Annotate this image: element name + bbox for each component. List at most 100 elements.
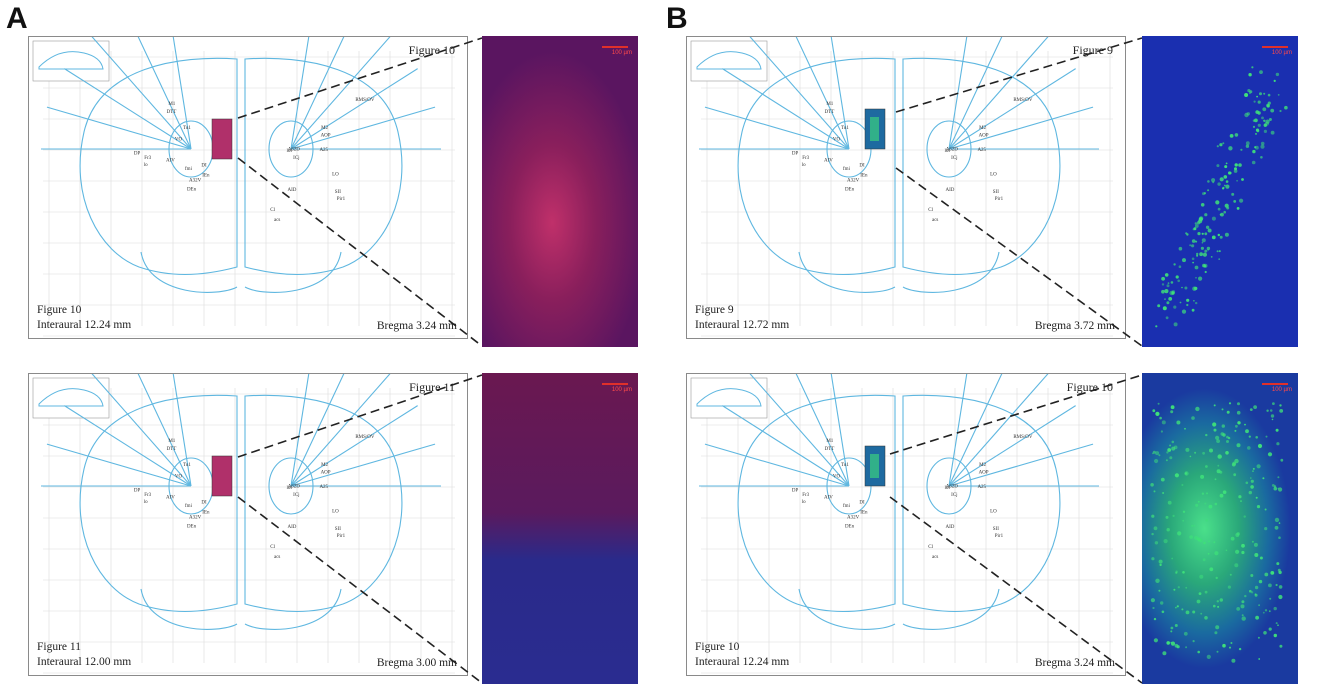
labeled-cell [1201,232,1204,235]
labeled-cell [1263,119,1266,123]
sagittal-outline [38,388,104,407]
labeled-cell [1191,416,1195,420]
labeled-cell [1258,604,1260,607]
labeled-cell [1160,477,1165,482]
labeled-cell [1177,586,1180,589]
labeled-cell [1171,290,1176,294]
labeled-cell [1251,540,1254,543]
labeled-cell [1222,187,1225,190]
labeled-cell [1170,641,1173,644]
labeled-cell [1275,72,1280,77]
labeled-cell [1204,249,1208,253]
atlas-plate-b-top: M1 M2 Fr3 SII fmi A32D A32V Cl DI AID AIV LO VO A25 DP… [686,36,1126,339]
labeled-cell [1263,129,1267,133]
labeled-cell [1175,275,1179,279]
region-label: A25 [977,148,986,153]
labeled-cell [1151,514,1155,518]
labeled-cell [1217,464,1220,467]
labeled-cell [1158,559,1163,564]
labeled-cell [1279,409,1284,413]
labeled-cell [1236,443,1241,448]
labeled-cell [1261,116,1264,120]
labeled-cell [1265,119,1270,124]
region-label: M2 [321,463,328,468]
labeled-cell [1206,246,1211,251]
region-label: DI [859,500,865,505]
region-label: SII [335,190,341,195]
labeled-cell [1275,622,1278,625]
labeled-cell [1211,216,1216,221]
labeled-cell [1276,442,1280,446]
labeled-cell [1154,458,1159,464]
coronal-section-outline: M1 M2 Fr3 SII fmi A32D A32V Cl DI AID AIV LO VO A25 DP… [690,37,1113,337]
labeled-cell [1217,207,1221,211]
labeled-cell [1182,519,1185,522]
region-label: Fr3 [144,493,151,498]
labeled-cell [1257,636,1260,639]
region-label: VO [175,137,183,142]
labeled-cell [1243,515,1246,518]
labeled-cell [1264,508,1267,511]
scale-bar [602,383,628,385]
labeled-cell [1221,424,1225,428]
section-inset-image [211,118,233,160]
labeled-cell [1222,142,1225,145]
labeled-cell [1225,451,1229,455]
region-label: DEn [187,524,197,529]
region-label: fmi [185,504,193,509]
bregma-label: Bregma 3.24 mm [1034,657,1115,669]
region-label: Pir1 [995,534,1004,539]
labeled-cell [1161,289,1165,294]
labeled-cell [1236,410,1241,415]
labeled-cell [1216,439,1220,443]
labeled-cell [1157,304,1161,308]
region-label: AIV [824,495,833,500]
labeled-cell [1166,451,1169,454]
labeled-cell [1270,414,1275,418]
labeled-cell [1268,627,1272,631]
labeled-cell [1155,451,1160,456]
labeled-cell [1175,571,1178,574]
micrograph-a-bottom: 100 µm [482,373,638,684]
labeled-cell [1150,598,1155,603]
region-label: AOP [321,134,331,139]
caption-interaural: Interaural 12.24 mm [37,318,132,331]
sagittal-inset [32,377,110,419]
labeled-cell [1196,252,1199,256]
labeled-cell [1278,594,1283,600]
region-label: Pir1 [337,197,346,202]
region-label: lo [802,163,806,168]
labeled-cell [1213,541,1216,544]
labeled-cell [1270,571,1275,575]
labeled-cell [1193,535,1199,540]
labeled-cell [1185,447,1190,452]
scale-bar-label: 100 µm [1271,50,1292,56]
labeled-cell [1275,583,1278,587]
labeled-cell [1174,624,1178,627]
region-label: AID [287,188,296,193]
labeled-cell [1192,640,1195,643]
atlas-plate-a-top: M1 M2 Fr3 SII fmi A32D A32V Cl DI AID AIV LO VO A25 DP… [28,36,468,339]
labeled-cell [1268,118,1272,121]
labeled-cell [1153,638,1158,643]
region-label: A32D [946,147,959,152]
labeled-cell [1160,601,1164,605]
region-label: IEn [202,174,210,179]
labeled-cell [1202,263,1206,268]
region-label: DEn [187,187,197,192]
labeled-cell [1234,563,1239,568]
labeled-cell [1279,404,1282,407]
labeled-cell [1164,298,1166,300]
labeled-cell [1186,303,1189,307]
labeled-cell [1223,210,1226,214]
region-label: DI [201,163,207,168]
labeled-cell [1169,456,1173,460]
region-label: LO [332,509,339,514]
labeled-cell [1171,446,1176,451]
labeled-cell [1206,492,1208,495]
labeled-cell [1195,301,1198,305]
labeled-cell [1173,305,1177,309]
labeled-cell [1189,535,1193,539]
labeled-cell [1230,642,1233,644]
labeled-cell [1204,590,1208,594]
